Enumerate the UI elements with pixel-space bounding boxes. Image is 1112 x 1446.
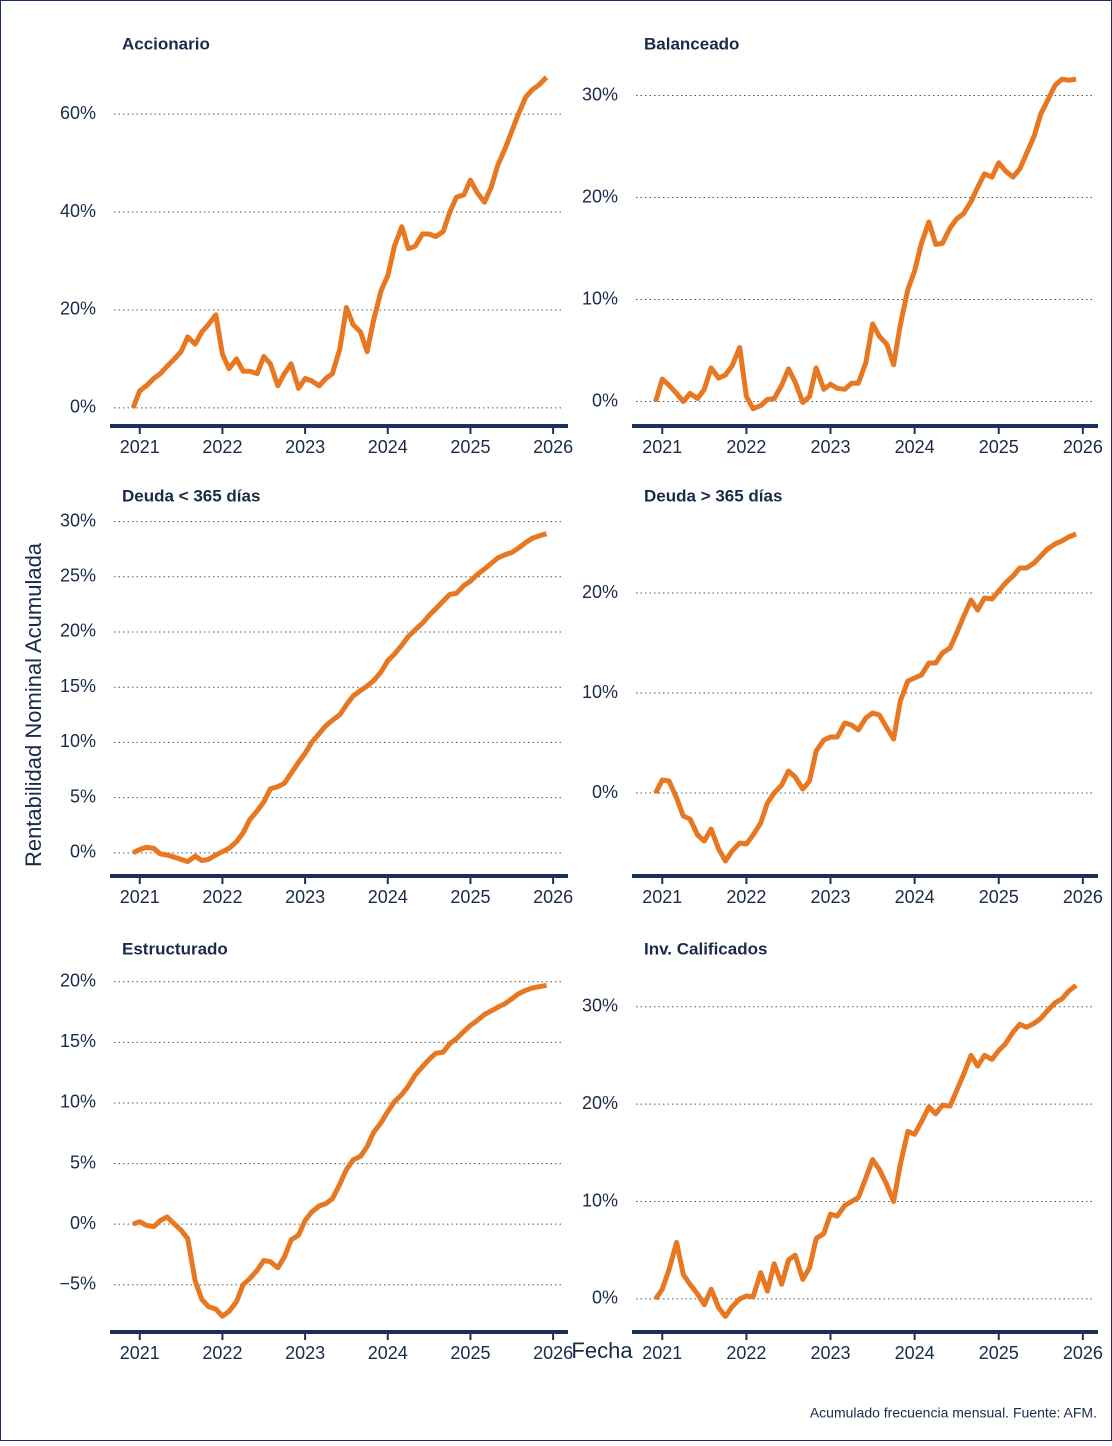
- y-tick-label: 0%: [592, 782, 618, 802]
- y-tick-label: 10%: [60, 1092, 96, 1112]
- y-tick-label: 10%: [582, 288, 618, 308]
- data-line: [132, 982, 547, 1319]
- y-tick-label: 20%: [60, 299, 96, 319]
- caption: Acumulado frecuencia mensual. Fuente: AF…: [810, 1405, 1097, 1421]
- y-tick-label: 20%: [582, 1093, 618, 1113]
- y-tick-label: 20%: [582, 186, 618, 206]
- x-tick-label: 2024: [895, 1343, 935, 1363]
- x-tick-label: 2022: [202, 887, 242, 907]
- data-line: [653, 983, 1078, 1319]
- x-tick-label: 2022: [726, 1343, 766, 1363]
- y-tick-label: 20%: [60, 621, 96, 641]
- x-tick-label: 2022: [726, 887, 766, 907]
- x-tick-label: 2026: [533, 437, 573, 457]
- x-tick-label: 2021: [120, 437, 160, 457]
- x-tick-label: 2021: [120, 1343, 160, 1363]
- x-tick-label: 2022: [726, 437, 766, 457]
- panel-title: Estructurado: [122, 939, 228, 958]
- y-tick-label: 0%: [70, 842, 96, 862]
- x-tick-label: 2021: [642, 437, 682, 457]
- x-tick-label: 2026: [533, 1343, 573, 1363]
- x-tick-label: 2026: [1063, 437, 1103, 457]
- x-tick-label: 2024: [895, 437, 935, 457]
- y-tick-label: 0%: [70, 397, 96, 417]
- x-tick-label: 2023: [810, 437, 850, 457]
- y-tick-label: 0%: [70, 1213, 96, 1233]
- x-tick-label: 2025: [450, 437, 490, 457]
- y-axis-label: Rentabilidad Nominal Acumulada: [21, 542, 46, 867]
- data-line: [653, 76, 1077, 412]
- y-tick-label: 0%: [592, 390, 618, 410]
- x-tick-label: 2023: [285, 887, 325, 907]
- y-tick-label: 20%: [60, 971, 96, 991]
- x-tick-label: 2025: [979, 1343, 1019, 1363]
- data-line: [131, 531, 548, 865]
- x-tick-label: 2026: [1063, 1343, 1103, 1363]
- x-tick-label: 2024: [895, 887, 935, 907]
- y-tick-label: 15%: [60, 1031, 96, 1051]
- x-tick-label: 2025: [450, 887, 490, 907]
- y-tick-label: 30%: [60, 510, 96, 530]
- x-tick-label: 2024: [368, 887, 408, 907]
- x-tick-label: 2023: [810, 887, 850, 907]
- panel-title: Deuda < 365 días: [122, 486, 260, 505]
- data-line: [653, 531, 1078, 864]
- y-tick-label: 10%: [582, 1190, 618, 1210]
- y-tick-label: −5%: [59, 1273, 96, 1293]
- x-tick-label: 2022: [202, 1343, 242, 1363]
- y-tick-label: 40%: [60, 201, 96, 221]
- x-tick-label: 2025: [979, 887, 1019, 907]
- x-tick-label: 2023: [285, 1343, 325, 1363]
- x-tick-label: 2021: [120, 887, 160, 907]
- y-tick-label: 5%: [70, 786, 96, 806]
- panel-title: Balanceado: [644, 34, 739, 53]
- x-tick-label: 2023: [285, 437, 325, 457]
- y-tick-label: 10%: [60, 731, 96, 751]
- y-tick-label: 5%: [70, 1152, 96, 1172]
- x-tick-label: 2021: [642, 887, 682, 907]
- panel-title: Deuda > 365 días: [644, 486, 782, 505]
- x-tick-label: 2025: [450, 1343, 490, 1363]
- panel-title: Accionario: [122, 34, 210, 53]
- y-tick-label: 20%: [582, 582, 618, 602]
- panel-title: Inv. Calificados: [644, 939, 767, 958]
- y-tick-label: 10%: [582, 682, 618, 702]
- x-tick-label: 2026: [1063, 887, 1103, 907]
- x-tick-label: 2021: [642, 1343, 682, 1363]
- y-tick-label: 25%: [60, 566, 96, 586]
- x-tick-label: 2026: [533, 887, 573, 907]
- x-tick-label: 2024: [368, 1343, 408, 1363]
- x-tick-label: 2024: [368, 437, 408, 457]
- y-tick-label: 15%: [60, 676, 96, 696]
- x-axis-label: Fecha: [571, 1338, 633, 1363]
- y-tick-label: 30%: [582, 84, 618, 104]
- x-tick-label: 2022: [202, 437, 242, 457]
- y-tick-label: 0%: [592, 1288, 618, 1308]
- y-tick-label: 60%: [60, 103, 96, 123]
- y-tick-label: 30%: [582, 995, 618, 1015]
- data-line: [130, 75, 549, 409]
- x-tick-label: 2023: [810, 1343, 850, 1363]
- x-tick-label: 2025: [979, 437, 1019, 457]
